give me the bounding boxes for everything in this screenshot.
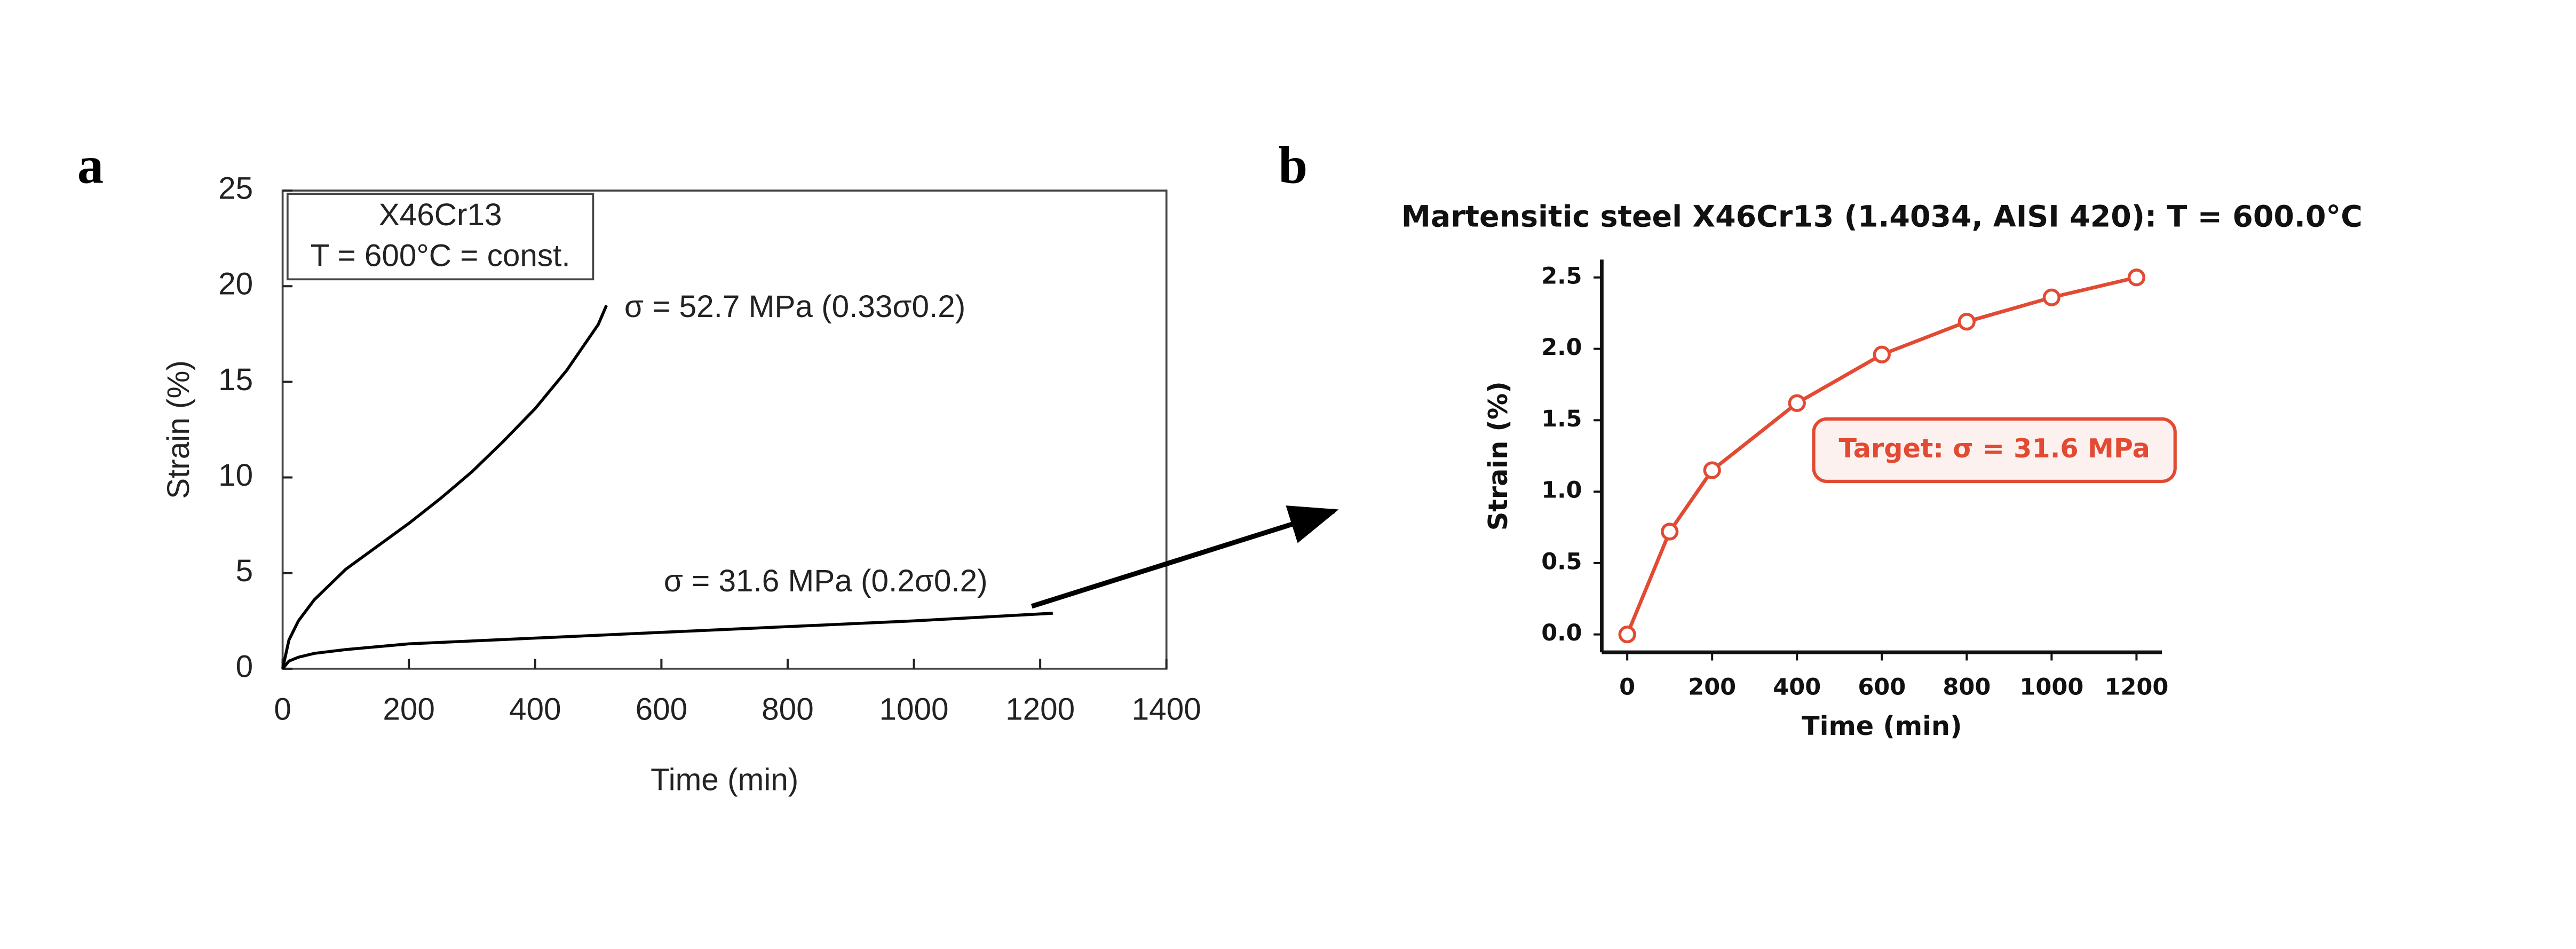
y-tick-label: 1.0 <box>1541 477 1582 504</box>
x-tick-label: 600 <box>1858 674 1906 700</box>
x-tick-label: 800 <box>1943 674 1991 700</box>
legend-text: X46Cr13 <box>379 197 502 232</box>
y-axis-label: Strain (%) <box>1483 381 1513 531</box>
x-tick-label: 1200 <box>2104 674 2168 700</box>
y-tick-label: 2.0 <box>1541 334 1582 361</box>
x-tick-label: 600 <box>636 692 688 726</box>
panel-a: a 0 200 400 600 800 1000 1200 1400 0 5 10 15 20 25 Time… <box>77 137 1201 797</box>
panel-label: b <box>1278 137 1307 195</box>
x-axis-label: Time (min) <box>651 763 798 797</box>
y-tick-label: 5 <box>236 553 253 588</box>
point <box>2127 268 2146 287</box>
x-tick-label: 1200 <box>1005 692 1075 726</box>
point <box>1618 626 1636 644</box>
series-line <box>281 304 608 669</box>
series-label: σ = 31.6 MPa (0.2σ0.2) <box>664 564 988 598</box>
x-tick-label: 1000 <box>2019 674 2083 700</box>
point <box>1661 523 1679 541</box>
x-tick-label: 1000 <box>879 692 948 726</box>
series-label: σ = 52.7 MPa (0.33σ0.2) <box>624 289 965 324</box>
y-tick-label: 10 <box>218 458 253 493</box>
point <box>1788 394 1806 412</box>
panel-label: a <box>77 137 104 195</box>
panel-b: b Martensitic steel X46Cr13 (1.4034, AISI… <box>1278 137 2363 741</box>
y-tick-label: 0.0 <box>1541 620 1582 646</box>
x-tick-label: 200 <box>383 692 435 726</box>
y-tick-label: 2.5 <box>1541 263 1582 289</box>
point <box>1703 461 1721 479</box>
x-tick-label: 0 <box>274 692 291 726</box>
x-tick-label: 200 <box>1688 674 1736 700</box>
y-tick-label: 25 <box>218 171 253 206</box>
x-tick-label: 400 <box>509 692 561 726</box>
annotation: Target: σ = 31.6 MPa <box>1838 433 2150 464</box>
point <box>2042 288 2060 306</box>
y-tick-label: 20 <box>218 267 253 302</box>
x-axis-label: Time (min) <box>1802 710 1962 741</box>
point <box>1957 313 1976 331</box>
y-tick-label: 1.5 <box>1541 406 1582 432</box>
series-line <box>281 612 1053 670</box>
plot-frame <box>281 189 1168 670</box>
arrow <box>1031 505 1339 609</box>
chart-title: Martensitic steel X46Cr13 (1.4034, AISI … <box>1401 200 2363 234</box>
annotation-box <box>1812 417 2177 484</box>
x-tick-label: 1400 <box>1132 692 1201 726</box>
x-tick-label: 400 <box>1773 674 1821 700</box>
series-line <box>1626 275 2137 635</box>
legend-text: T = 600°C = const. <box>311 239 570 273</box>
y-tick-label: 15 <box>218 362 253 397</box>
y-tick-label: 0.5 <box>1541 548 1582 575</box>
y-axis-label: Strain (%) <box>161 360 196 499</box>
point <box>1873 345 1891 363</box>
legend-box <box>286 193 595 281</box>
y-tick-label: 0 <box>236 649 253 684</box>
x-tick-label: 800 <box>762 692 814 726</box>
x-tick-label: 0 <box>1619 674 1635 700</box>
